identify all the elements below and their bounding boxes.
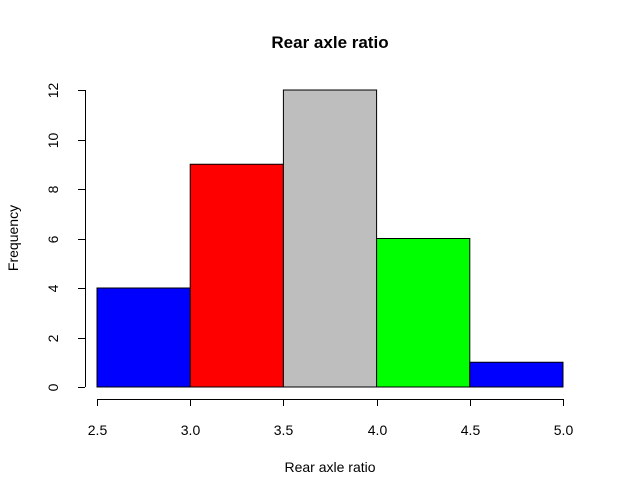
y-axis-label: Frequency bbox=[5, 205, 21, 271]
x-tick-label: 4.0 bbox=[368, 422, 388, 438]
y-tick-label: 12 bbox=[45, 83, 61, 99]
x-tick-label: 4.5 bbox=[461, 422, 481, 438]
bars-group bbox=[96, 89, 564, 388]
y-tick-label: 2 bbox=[45, 334, 61, 342]
histogram-bar-4 bbox=[376, 238, 471, 388]
x-tick-label: 2.5 bbox=[88, 422, 108, 438]
y-tick-label: 10 bbox=[45, 133, 61, 149]
histogram-bar-1 bbox=[96, 287, 191, 388]
x-tick-label: 5.0 bbox=[554, 422, 574, 438]
chart-title: Rear axle ratio bbox=[271, 33, 388, 52]
y-axis: 0 2 4 6 8 10 12 bbox=[45, 83, 86, 391]
x-tick-label: 3.5 bbox=[274, 422, 294, 438]
x-axis: 2.5 3.0 3.5 4.0 4.5 5.0 bbox=[88, 399, 574, 438]
y-tick-label: 0 bbox=[45, 383, 61, 391]
y-tick-label: 8 bbox=[45, 185, 61, 193]
histogram-bar-3 bbox=[282, 89, 378, 388]
y-tick-label: 6 bbox=[45, 235, 61, 243]
histogram-bar-5 bbox=[469, 361, 564, 388]
y-tick-label: 4 bbox=[45, 284, 61, 292]
x-tick-label: 3.0 bbox=[181, 422, 201, 438]
histogram-bar-2 bbox=[189, 163, 284, 388]
x-axis-label: Rear axle ratio bbox=[284, 459, 375, 475]
